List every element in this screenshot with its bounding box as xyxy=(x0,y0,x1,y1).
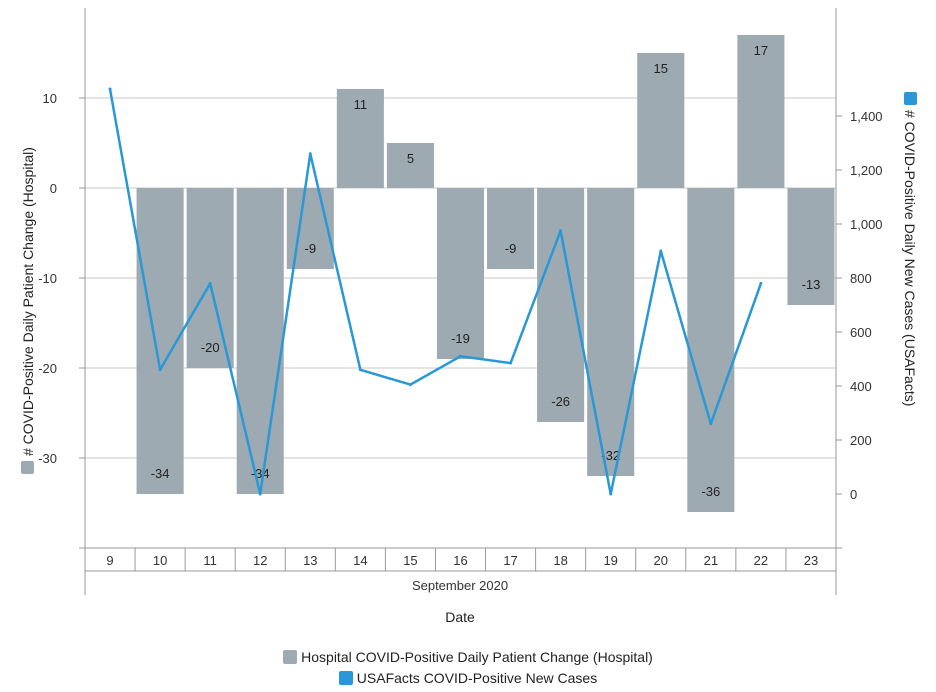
right-tick-label: 600 xyxy=(850,325,872,340)
line-point xyxy=(659,249,663,253)
bar xyxy=(737,35,785,188)
x-tick-label: 16 xyxy=(453,553,467,568)
x-tick-label: 9 xyxy=(106,553,113,568)
line-point xyxy=(459,354,462,358)
right-tick-label: 1,400 xyxy=(850,109,883,124)
x-tick-label: 11 xyxy=(203,553,217,568)
legend: Hospital COVID-Positive Daily Patient Ch… xyxy=(0,646,936,688)
bar xyxy=(336,89,384,188)
legend-swatch-hospital xyxy=(283,649,298,664)
line-point xyxy=(108,87,112,91)
left-tick-label: -20 xyxy=(38,361,57,376)
legend-item-hospital[interactable]: Hospital COVID-Positive Daily Patient Ch… xyxy=(0,646,936,667)
left-tick-label: 10 xyxy=(43,91,57,106)
x-tick-label: 14 xyxy=(353,553,367,568)
bar-data-label: -13 xyxy=(802,277,821,292)
bar-series xyxy=(136,35,835,512)
bar xyxy=(436,188,485,359)
bar-data-label: -20 xyxy=(201,340,220,355)
x-axis-title: Date xyxy=(445,609,475,625)
line-point xyxy=(208,281,212,285)
line-point xyxy=(358,368,362,372)
x-tick-label: 20 xyxy=(654,553,668,568)
legend-label-hospital: Hospital COVID-Positive Daily Patient Ch… xyxy=(301,648,653,665)
x-axis-group-label: September 2020 xyxy=(412,578,508,593)
left-tick-label: -30 xyxy=(38,451,57,466)
left-axis-legend-swatch xyxy=(21,461,34,474)
right-tick-label: 1,200 xyxy=(850,163,883,178)
x-tick-label: 13 xyxy=(303,553,317,568)
bar xyxy=(787,188,835,305)
right-tick-label: 800 xyxy=(850,271,872,286)
bar xyxy=(587,188,635,476)
x-axis-ticks: 9 10 11 12 13 14 15 16 17 18 19 20 21 22 23 xyxy=(106,553,818,568)
line-point xyxy=(759,281,763,285)
x-tick-label: 18 xyxy=(553,553,567,568)
bar-data-label: -19 xyxy=(451,331,470,346)
legend-label-usafacts: USAFacts COVID-Positive New Cases xyxy=(356,669,598,686)
x-tick-label: 15 xyxy=(403,553,417,568)
line-path xyxy=(108,88,763,496)
line-point xyxy=(308,152,312,156)
x-tick-label: 23 xyxy=(804,553,818,568)
bar xyxy=(487,188,535,269)
right-tick-label: 0 xyxy=(850,487,857,502)
right-tick-label: 1,000 xyxy=(850,217,883,232)
bar-data-label: -36 xyxy=(701,484,720,499)
bar-data-label: 11 xyxy=(354,97,368,112)
right-axis-ticks: 1,400 1,200 1,000 800 600 400 200 0 xyxy=(836,109,883,502)
bar-data-label: -9 xyxy=(305,241,317,256)
x-tick-label: 19 xyxy=(603,553,617,568)
line-point xyxy=(509,361,513,365)
line-point xyxy=(158,368,162,372)
line-point xyxy=(709,422,713,426)
line-point xyxy=(609,492,613,496)
right-axis-legend-swatch xyxy=(904,92,917,105)
left-axis-ticks: 10 0 -10 -20 -30 xyxy=(38,91,85,466)
bar xyxy=(687,188,735,512)
right-tick-label: 400 xyxy=(850,379,872,394)
left-tick-label: -10 xyxy=(38,271,57,286)
x-tick-label: 12 xyxy=(253,553,267,568)
legend-item-usafacts[interactable]: USAFacts COVID-Positive New Cases xyxy=(0,667,936,688)
x-tick-label: 21 xyxy=(704,553,718,568)
bar xyxy=(637,53,685,188)
right-axis-title-group: # COVID-Positive Daily New Cases (USAFac… xyxy=(902,92,918,406)
x-tick-label: 17 xyxy=(503,553,517,568)
bar-data-label: 15 xyxy=(654,61,668,76)
bar-data-label: -26 xyxy=(551,394,570,409)
left-axis-title: # COVID-Positive Daily Patient Change (H… xyxy=(20,147,36,456)
bar xyxy=(386,143,434,188)
line-series xyxy=(108,87,763,496)
right-axis-title: # COVID-Positive Daily New Cases (USAFac… xyxy=(902,110,918,406)
bar-data-label: -32 xyxy=(601,448,620,463)
left-tick-label: 0 xyxy=(50,181,57,196)
bar xyxy=(537,188,585,422)
bar xyxy=(186,188,234,368)
left-axis-title-group: # COVID-Positive Daily Patient Change (H… xyxy=(20,147,36,474)
line-point xyxy=(559,229,563,233)
x-tick-label: 10 xyxy=(153,553,167,568)
bar-data-label: 5 xyxy=(407,151,414,166)
line-point xyxy=(408,383,412,387)
bar-data-label: -34 xyxy=(151,466,170,481)
legend-swatch-usafacts xyxy=(338,670,353,685)
bar-data-label: 17 xyxy=(754,43,768,58)
x-tick-label: 22 xyxy=(754,553,768,568)
right-tick-label: 200 xyxy=(850,433,872,448)
line-point xyxy=(258,492,262,496)
bar-data-label: -9 xyxy=(505,241,517,256)
bar xyxy=(236,188,284,494)
